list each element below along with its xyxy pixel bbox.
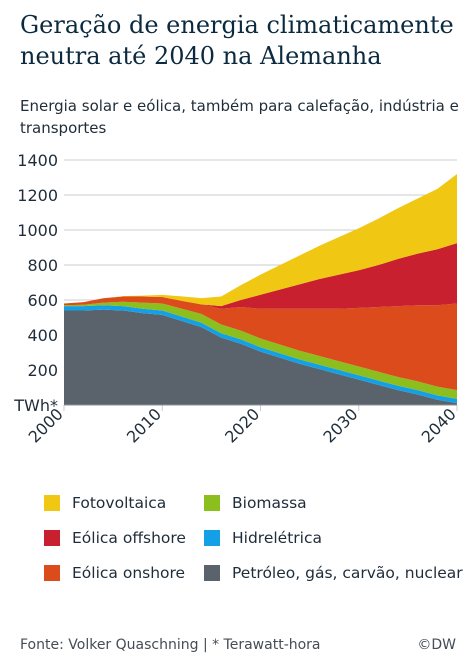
legend-swatch-eolica-offshore <box>44 530 60 546</box>
y-tick-label-200: 200 <box>27 361 58 380</box>
legend-item-hidreletrica: Hidrelétrica <box>204 527 322 549</box>
legend-item-biomassa: Biomassa <box>204 492 307 514</box>
legend-label-fotovoltaica: Fotovoltaica <box>72 494 167 512</box>
y-tick-label-800: 800 <box>27 256 58 275</box>
legend-label-eolica-offshore: Eólica offshore <box>72 529 186 547</box>
y-axis-unit-label: TWh* <box>13 396 58 415</box>
dw-brand: ©DW <box>417 637 456 653</box>
legend-item-eolica-onshore: Eólica onshore <box>44 562 185 584</box>
legend-swatch-fossil-nuclear <box>204 565 220 581</box>
legend-swatch-hidreletrica <box>204 530 220 546</box>
x-tick-label-2030: 2030 <box>319 404 361 446</box>
area-e-lica-offshore <box>64 243 457 309</box>
legend-swatch-fotovoltaica <box>44 495 60 511</box>
legend-label-eolica-onshore: Eólica onshore <box>72 564 186 582</box>
area-biomassa <box>64 301 457 399</box>
area-hidrel-trica <box>64 305 457 404</box>
x-tick-label-2040: 2040 <box>418 404 460 446</box>
area-e-lica-onshore <box>64 296 457 391</box>
source-note: Fonte: Volker Quaschning | * Terawatt-ho… <box>20 637 321 653</box>
area-fotovoltaica <box>64 174 457 307</box>
legend-label-hidreletrica: Hidrelétrica <box>232 529 322 547</box>
chart-subtitle: Energia solar e eólica, também para cale… <box>20 97 459 137</box>
legend-item-fotovoltaica: Fotovoltaica <box>44 492 166 514</box>
legend-item-fossil-nuclear: Petróleo, gás, carvão, nuclear <box>204 562 463 584</box>
area-petr-leo-g-s-carv-o-nuclear <box>64 309 457 405</box>
y-tick-label-1400: 1400 <box>17 151 58 170</box>
y-tick-label-600: 600 <box>27 291 58 310</box>
y-tick-label-1000: 1000 <box>17 221 58 240</box>
x-tick-label-2010: 2010 <box>123 404 165 446</box>
legend-item-eolica-offshore: Eólica offshore <box>44 527 186 549</box>
y-tick-label-400: 400 <box>27 326 58 345</box>
legend-label-biomassa: Biomassa <box>232 494 307 512</box>
legend-swatch-eolica-onshore <box>44 565 60 581</box>
y-tick-label-1200: 1200 <box>17 186 58 205</box>
legend-swatch-biomassa <box>204 495 220 511</box>
x-tick-label-2020: 2020 <box>221 404 263 446</box>
chart-title: Geração de energia climaticamente neutra… <box>20 11 454 70</box>
legend-label-fossil-nuclear: Petróleo, gás, carvão, nuclear <box>232 564 463 582</box>
